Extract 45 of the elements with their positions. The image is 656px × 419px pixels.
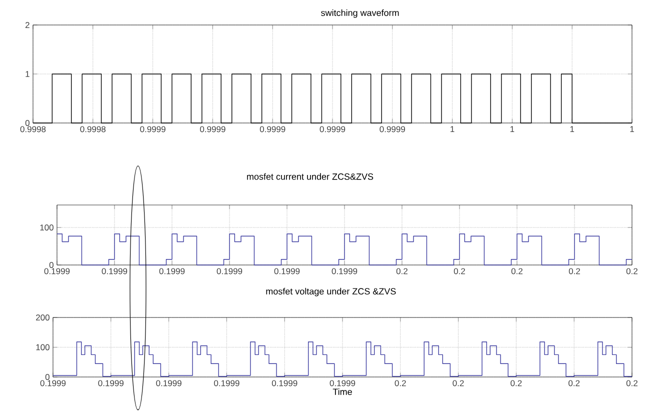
x-tick-label: 0.9999	[140, 126, 166, 132]
chart-title: switching waveform	[321, 9, 399, 18]
x-tick-label: 0.1999	[102, 268, 128, 274]
x-tick-label: 0.2	[452, 380, 464, 386]
x-axis-title: Time	[332, 388, 352, 396]
x-tick-label: 1	[510, 126, 514, 132]
x-tick-label: 0.2	[568, 268, 580, 274]
x-tick-label: 0.2	[454, 268, 465, 274]
x-tick-label: 1	[570, 126, 574, 132]
y-tick-label: 2	[26, 22, 30, 28]
y-tick-label: 100	[36, 344, 50, 350]
y-tick-label: 0	[45, 374, 50, 380]
x-tick-label: 0.2	[396, 268, 408, 274]
y-tick-label: 1	[26, 71, 30, 77]
x-tick-label: 0.1999	[156, 380, 182, 386]
x-tick-label: 0.9998	[80, 126, 106, 132]
x-tick-label: 0.1999	[274, 268, 300, 274]
x-tick-label: 1	[630, 126, 634, 132]
y-tick-label: 0	[25, 120, 30, 126]
y-tick-label: 200	[36, 314, 50, 320]
x-tick-label: 0.2	[626, 380, 638, 386]
x-tick-label: 0.9999	[260, 126, 286, 132]
x-tick-label: 0.1999	[330, 380, 356, 386]
x-tick-label: 0.1999	[98, 380, 124, 386]
x-tick-label: 1	[450, 126, 454, 132]
chart-title: mosfet current under ZCS&ZVS	[247, 173, 374, 180]
x-tick-label: 0.9999	[200, 126, 226, 132]
x-tick-label: 0.1999	[159, 268, 185, 274]
x-tick-label: 0.9998	[20, 126, 46, 132]
x-tick-label: 0.1999	[332, 268, 358, 274]
x-tick-label: 0.2	[511, 268, 522, 274]
x-tick-label: 0.9999	[320, 126, 346, 132]
y-tick-label: 0	[49, 262, 54, 268]
x-tick-label: 0.9999	[380, 126, 405, 132]
x-tick-label: 0.2	[394, 380, 406, 386]
y-tick-label: 100	[40, 224, 54, 230]
x-tick-label: 0.2	[568, 380, 580, 386]
x-tick-label: 0.1999	[216, 268, 242, 274]
x-tick-label: 0.1999	[40, 380, 66, 386]
x-tick-label: 0.2	[626, 268, 638, 274]
x-tick-label: 0.1999	[214, 380, 240, 386]
x-tick-label: 0.1999	[272, 380, 298, 386]
chart-title: mosfet voltage under ZCS &ZVS	[266, 288, 396, 296]
x-tick-label: 0.2	[510, 380, 522, 386]
x-tick-label: 0.1999	[44, 268, 70, 274]
